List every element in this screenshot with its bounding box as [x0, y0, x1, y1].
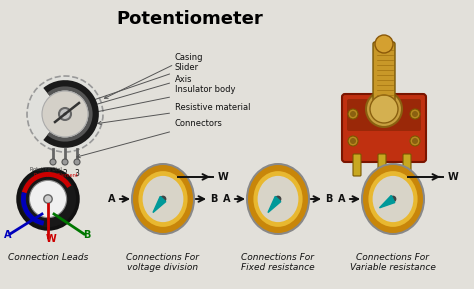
Text: Potentiometer: Potentiometer: [117, 10, 264, 28]
Ellipse shape: [363, 165, 423, 233]
Ellipse shape: [257, 176, 299, 222]
FancyBboxPatch shape: [353, 154, 361, 176]
Circle shape: [410, 136, 420, 146]
Polygon shape: [153, 197, 166, 212]
Circle shape: [44, 195, 52, 203]
Text: A: A: [338, 194, 346, 204]
Circle shape: [348, 109, 358, 119]
Text: A: A: [108, 194, 116, 204]
Ellipse shape: [143, 176, 183, 222]
Text: Connection Leads: Connection Leads: [8, 253, 88, 262]
FancyBboxPatch shape: [347, 99, 421, 131]
Circle shape: [375, 35, 393, 53]
Text: 3: 3: [74, 169, 80, 178]
Text: Insulator body: Insulator body: [90, 86, 236, 114]
Text: A: A: [4, 230, 12, 240]
FancyBboxPatch shape: [342, 94, 426, 162]
Circle shape: [366, 91, 402, 127]
Text: Connectors: Connectors: [77, 119, 223, 158]
Polygon shape: [380, 195, 395, 208]
Text: Resistive material: Resistive material: [98, 103, 250, 125]
Circle shape: [350, 111, 356, 117]
Text: 2: 2: [63, 169, 67, 178]
Text: B: B: [325, 194, 333, 204]
Text: W: W: [46, 234, 56, 244]
Circle shape: [29, 180, 67, 218]
Text: Rotating Dial: Rotating Dial: [30, 166, 62, 171]
Text: Resistive Element: Resistive Element: [34, 173, 77, 178]
Circle shape: [275, 196, 281, 202]
Circle shape: [390, 196, 396, 202]
Ellipse shape: [133, 165, 193, 233]
Ellipse shape: [246, 163, 310, 235]
Circle shape: [27, 76, 103, 152]
Circle shape: [50, 159, 56, 165]
Text: Casing: Casing: [104, 53, 203, 98]
Ellipse shape: [131, 163, 195, 235]
Text: W: W: [218, 172, 229, 182]
Circle shape: [18, 169, 78, 229]
Ellipse shape: [248, 165, 308, 233]
Circle shape: [350, 138, 356, 144]
Text: Slider: Slider: [80, 64, 199, 105]
Text: 1: 1: [51, 169, 55, 178]
Circle shape: [42, 91, 88, 137]
Circle shape: [160, 196, 166, 202]
FancyBboxPatch shape: [373, 42, 395, 101]
Polygon shape: [268, 197, 281, 212]
Text: W: W: [448, 172, 459, 182]
Ellipse shape: [373, 176, 413, 222]
FancyBboxPatch shape: [403, 154, 411, 176]
Circle shape: [410, 109, 420, 119]
Text: Connections For
voltage division: Connections For voltage division: [127, 253, 200, 273]
Text: Axis: Axis: [74, 75, 192, 112]
Circle shape: [74, 159, 80, 165]
Ellipse shape: [138, 171, 188, 227]
Text: Connections For
Variable resistance: Connections For Variable resistance: [350, 253, 436, 273]
Text: A: A: [223, 194, 231, 204]
Circle shape: [62, 159, 68, 165]
Text: B: B: [83, 230, 91, 240]
FancyBboxPatch shape: [378, 154, 386, 176]
Circle shape: [348, 136, 358, 146]
Circle shape: [412, 111, 418, 117]
Ellipse shape: [361, 163, 425, 235]
Circle shape: [412, 138, 418, 144]
Text: B: B: [210, 194, 218, 204]
Circle shape: [370, 95, 398, 123]
Circle shape: [59, 108, 71, 120]
Ellipse shape: [368, 171, 418, 227]
Text: Connections For
Fixed resistance: Connections For Fixed resistance: [241, 253, 315, 273]
Ellipse shape: [254, 171, 302, 227]
